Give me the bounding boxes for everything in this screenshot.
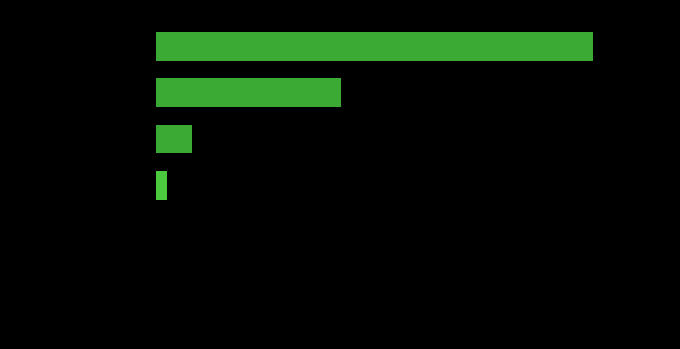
Bar [156,32,593,61]
Bar [156,78,341,107]
Bar [156,171,167,200]
Bar [156,125,192,153]
